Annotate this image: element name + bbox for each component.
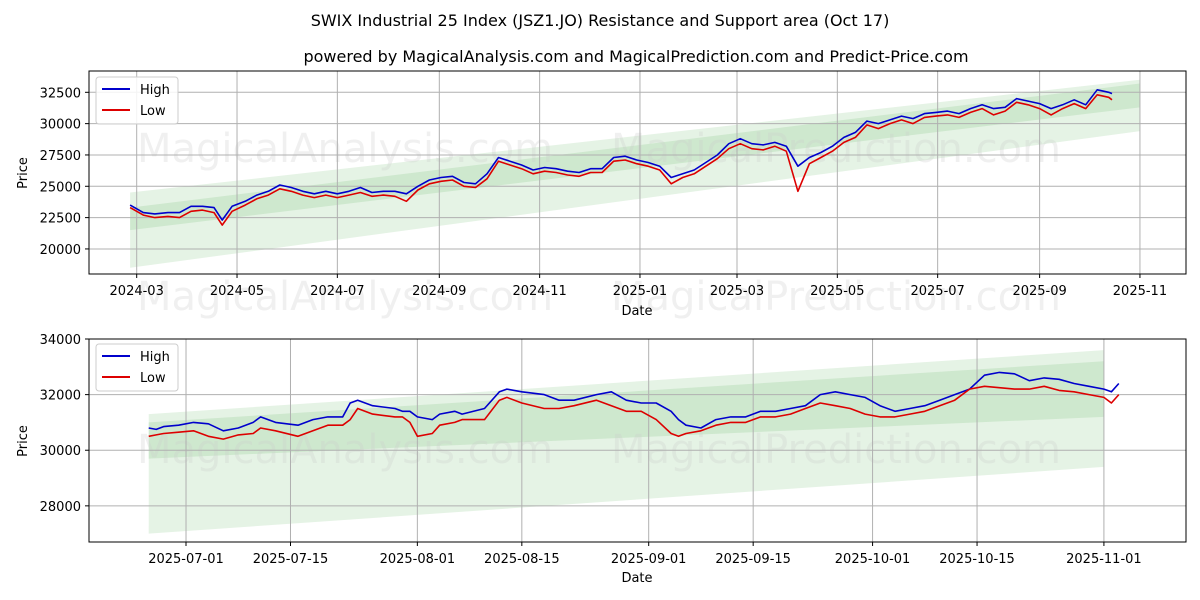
- top-legend-high-label: High: [140, 83, 170, 98]
- bottom-x-axis-label: Date: [621, 571, 652, 586]
- top-y-tick-label: 20000: [40, 243, 81, 258]
- bottom-inner-band: [148, 361, 1104, 459]
- bottom-legend-low-label: Low: [140, 371, 166, 386]
- top-y-axis-label: Price: [16, 157, 31, 189]
- top-y-tick-label: 25000: [40, 180, 81, 195]
- top-x-tick-label: 2024-03: [110, 284, 164, 299]
- top-x-tick-label: 2025-01: [613, 284, 667, 299]
- top-y-tick-label: 32500: [40, 86, 81, 101]
- top-legend: High Low: [95, 76, 179, 125]
- top-plot-frame: [88, 70, 1187, 275]
- top-y-tick-label: 22500: [40, 212, 81, 227]
- top-legend-low-label: Low: [140, 104, 166, 119]
- top-x-tick-label: 2025-07: [910, 284, 964, 299]
- top-low-series-line: [129, 94, 1113, 226]
- bottom-x-tick-label: 2025-10-01: [835, 552, 911, 567]
- bottom-legend-high-label: High: [140, 350, 170, 365]
- bottom-x-tick-label: 2025-09-01: [611, 552, 687, 567]
- bottom-x-tick-label: 2025-11-01: [1066, 552, 1142, 567]
- top-x-axis-label: Date: [621, 304, 652, 319]
- top-x-tick-label: 2025-11: [1113, 284, 1167, 299]
- chart-title: SWIX Industrial 25 Index (JSZ1.JO) Resis…: [311, 11, 890, 30]
- chart-subtitle: powered by MagicalAnalysis.com and Magic…: [303, 47, 968, 66]
- bottom-legend: High Low: [95, 343, 179, 392]
- watermark-text: MagicalAnalysis.com: [137, 274, 553, 320]
- bottom-x-tick-label: 2025-07-01: [148, 552, 224, 567]
- bottom-y-tick-label: 28000: [40, 500, 81, 515]
- bottom-y-tick-label: 30000: [40, 444, 81, 459]
- top-chart-panel: MagicalAnalysis.com MagicalPrediction.com…: [16, 70, 1187, 320]
- bottom-low-series-line: [148, 385, 1120, 440]
- top-x-tick-label: 2025-03: [710, 284, 764, 299]
- top-x-tick-label: 2024-07: [310, 284, 364, 299]
- watermark-text: MagicalPrediction.com: [611, 274, 1061, 320]
- bottom-outer-band: [148, 350, 1104, 534]
- top-x-tick-label: 2025-05: [810, 284, 864, 299]
- bottom-plot-frame: [88, 338, 1187, 543]
- watermark-text: MagicalAnalysis.com: [137, 126, 553, 172]
- bottom-x-tick-label: 2025-09-15: [715, 552, 791, 567]
- top-outer-band: [130, 79, 1140, 268]
- bottom-x-tick-label: 2025-10-15: [939, 552, 1015, 567]
- top-x-tick-label: 2024-09: [412, 284, 466, 299]
- bottom-chart-panel: MagicalAnalysis.com MagicalPrediction.com…: [16, 333, 1187, 586]
- bottom-y-tick-label: 32000: [40, 389, 81, 404]
- top-x-tick-label: 2024-05: [210, 284, 264, 299]
- top-x-tick-label: 2025-09: [1012, 284, 1066, 299]
- bottom-x-tick-label: 2025-07-15: [253, 552, 329, 567]
- bottom-high-series-line: [148, 371, 1120, 432]
- top-y-tick-label: 27500: [40, 149, 81, 164]
- bottom-y-tick-label: 34000: [40, 333, 81, 348]
- top-x-tick-label: 2024-11: [512, 284, 566, 299]
- top-y-tick-label: 30000: [40, 118, 81, 133]
- bottom-y-axis-label: Price: [16, 425, 31, 457]
- bottom-x-tick-label: 2025-08-01: [380, 552, 456, 567]
- top-high-series-line: [129, 89, 1113, 221]
- bottom-x-tick-label: 2025-08-15: [484, 552, 560, 567]
